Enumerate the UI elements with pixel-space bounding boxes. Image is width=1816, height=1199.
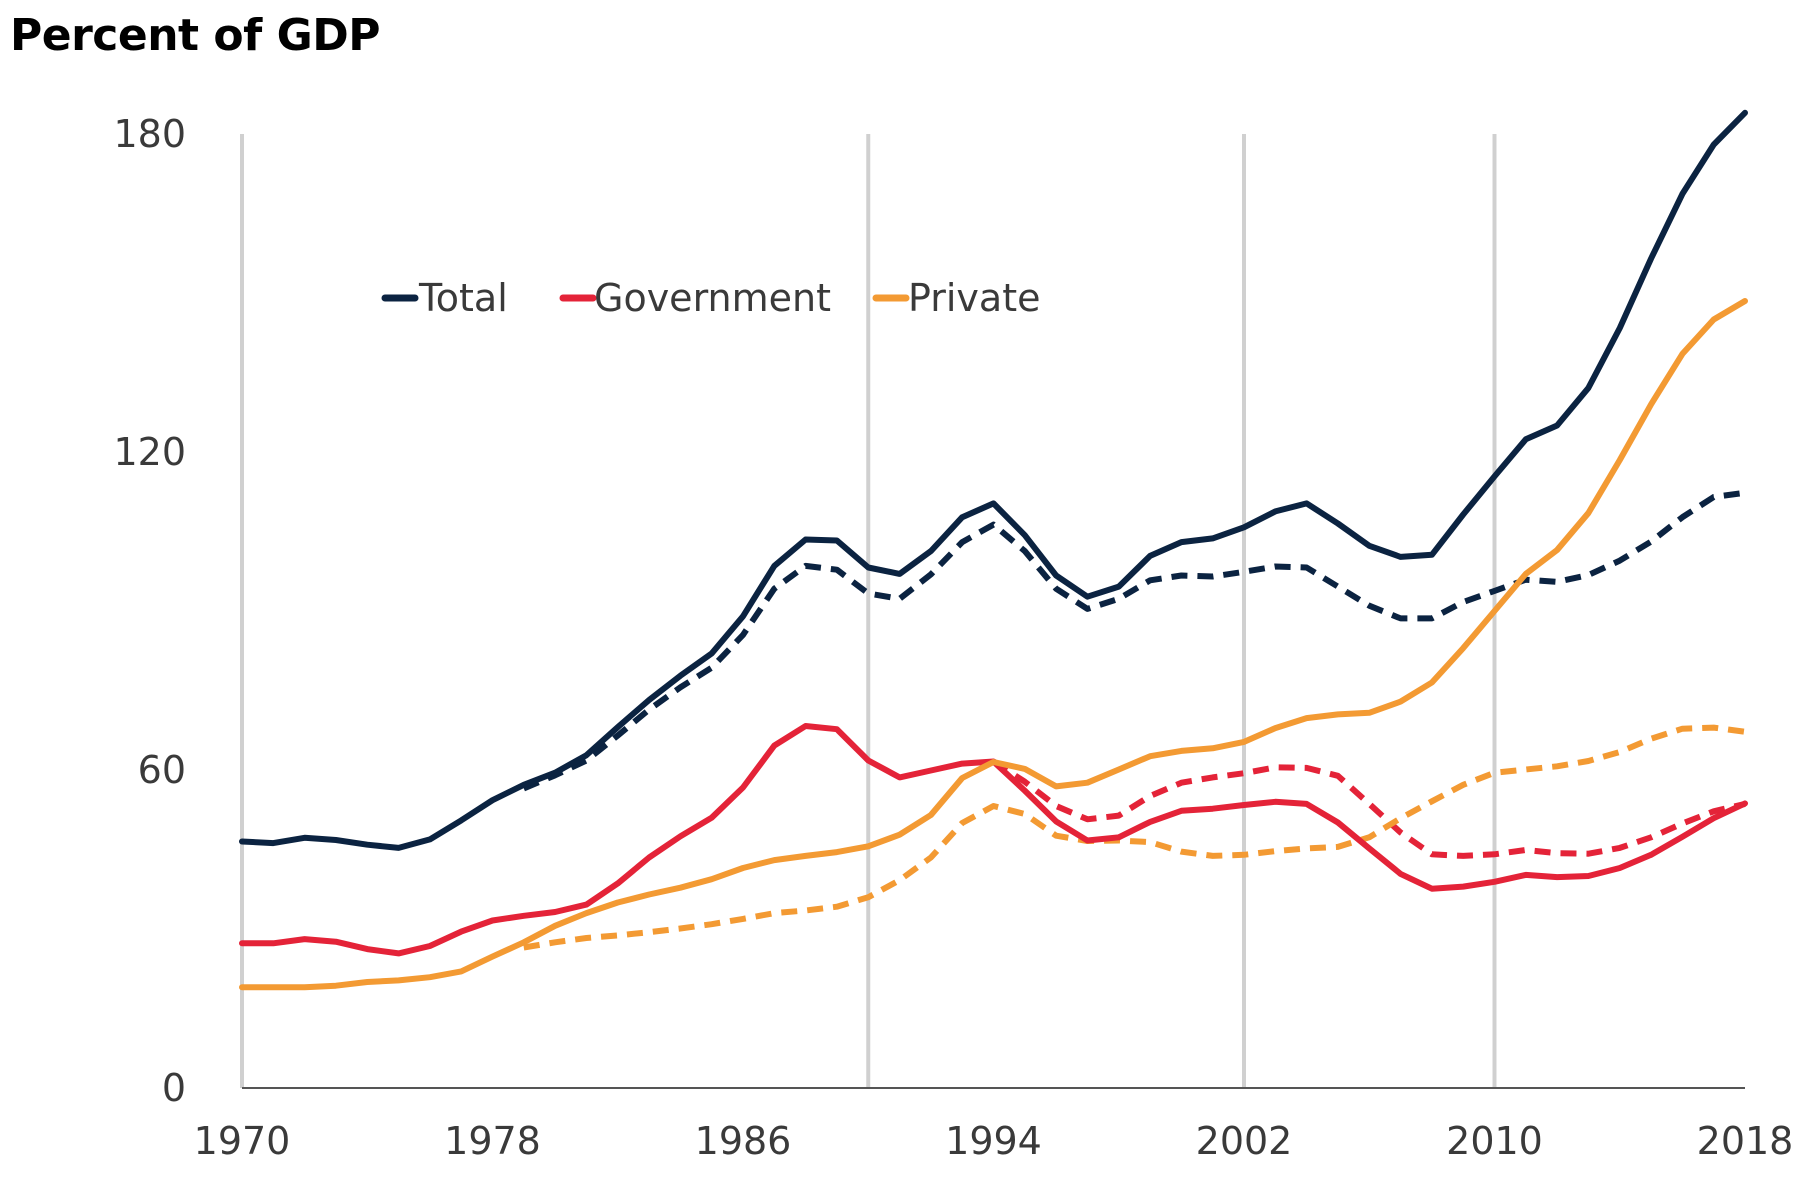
x-tick-label: 2010: [1446, 1119, 1543, 1163]
series-line-dashed-3: [991, 758, 1746, 859]
x-tick-label: 1986: [695, 1119, 792, 1163]
x-axis-ticks: 1970 1978 1986 1994 2002 2010 2018: [194, 1119, 1794, 1163]
series-line-dashed-5: [523, 724, 1746, 951]
x-tick-label: 1970: [194, 1119, 291, 1163]
x-tick-label: 1978: [444, 1119, 541, 1163]
y-axis-ticks: 0 60 120 180: [113, 112, 186, 1110]
legend-label-private: Private: [908, 276, 1040, 320]
y-tick-label: 0: [162, 1066, 186, 1110]
y-tick-label: 60: [138, 748, 186, 792]
legend-label-total: Total: [418, 276, 508, 320]
series-line-total: [239, 109, 1748, 851]
x-tick-label: 1994: [945, 1119, 1042, 1163]
series-line-dashed-1: [522, 489, 1746, 792]
x-tick-label: 2018: [1697, 1119, 1794, 1163]
legend: Total Government Private: [381, 276, 1040, 320]
chart-title: Percent of GDP: [10, 10, 380, 61]
y-tick-label: 180: [113, 112, 186, 156]
y-tick-label: 120: [113, 430, 186, 474]
series-line-private: [239, 298, 1748, 991]
series-layer: [239, 109, 1748, 991]
x-tick-label: 2002: [1196, 1119, 1293, 1163]
legend-label-government: Government: [594, 276, 831, 320]
